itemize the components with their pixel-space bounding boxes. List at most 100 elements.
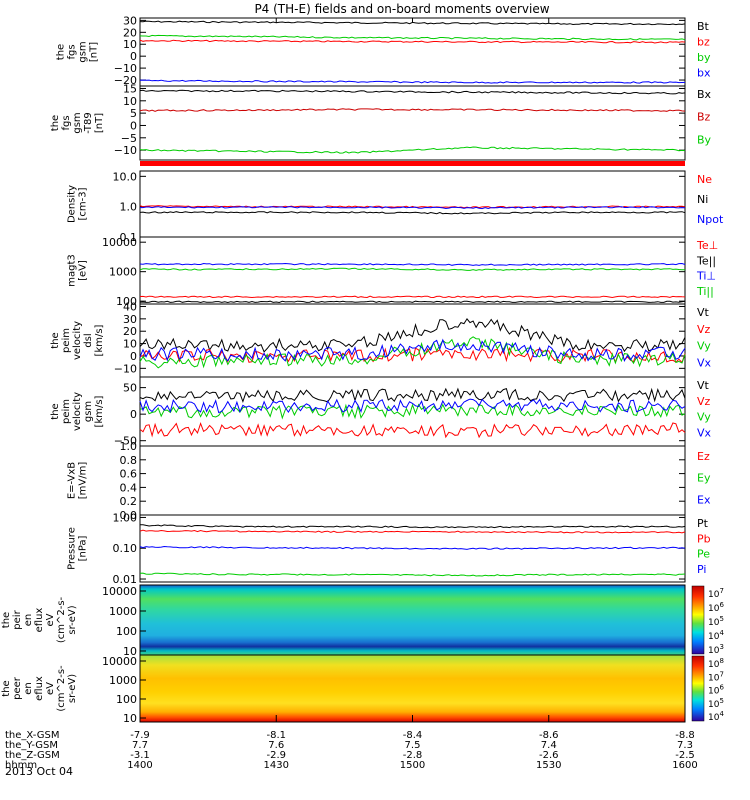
series-line-Pt (139, 524, 686, 529)
y-axis-label: thepeimvelocitygsm[km/s] (50, 392, 105, 431)
chart-title: P4 (TH-E) fields and on-board moments ov… (254, 2, 549, 16)
legend-Vy: Vy (697, 411, 711, 424)
ytick-label: 1000 (109, 605, 137, 618)
x-row-label: the_X-GSM (5, 730, 59, 741)
y-axis-label: thepeirenefluxeV(cm^2-s-sr-eV) (1, 596, 78, 643)
x-row-value: -2.9 (266, 750, 286, 761)
series-line-Pi (139, 545, 686, 550)
x-row-value: -8.4 (403, 730, 423, 741)
ytick-label: 10 (123, 95, 137, 108)
x-row-value: 1430 (264, 760, 289, 771)
legend-Bz: Bz (697, 111, 711, 124)
legend-Pt: Pt (697, 517, 709, 530)
y-axis-label: magt3[eV] (67, 254, 89, 287)
ytick-label: 20 (123, 325, 137, 338)
panel-pressure: 1.00 0.10 0.01 Pressure[nPa] Pt Pb Pe Pi (67, 511, 711, 586)
x-row-value: -8.8 (675, 730, 695, 741)
legend-Ti⊥: Ti⊥ (696, 270, 716, 283)
panel-frame (139, 445, 686, 516)
series-line-Vy (139, 336, 686, 369)
ytick-label: 10000 (102, 236, 137, 249)
separator-red-line (140, 161, 685, 166)
ytick-label: 100 (116, 693, 137, 706)
spectrogram-image (140, 655, 685, 722)
x-row-value: 1400 (127, 760, 152, 771)
ytick-label: 0 (130, 408, 137, 421)
colorbar-tick-label: 106 (708, 601, 724, 614)
x-row-value: 1530 (536, 760, 561, 771)
ytick-label: 0.2 (120, 495, 138, 508)
x-row-value: 7.7 (132, 740, 148, 751)
x-row-value: 7.5 (405, 740, 421, 751)
y-axis-label: thepeimvelocitydsl[km/s] (50, 321, 105, 360)
spectrogram-peer_en_eflux: 10000 1000 100 10 thepeerenefluxeV(cm^2-s-sr… (1, 654, 724, 725)
spectrogram-peir_en_eflux: 10000 1000 100 10 thepeirenefluxeV(cm^2-s-sr… (1, 584, 724, 658)
legend-bx: bx (697, 67, 711, 80)
y-axis-label: thefgsgsm[nT] (56, 41, 100, 62)
series-line-By (139, 146, 686, 154)
ytick-label: 100 (116, 625, 137, 638)
series-line-Pe (139, 572, 686, 577)
ytick-label: 0.01 (113, 573, 138, 586)
ytick-label: 10 (123, 38, 137, 51)
series-line-bx (139, 79, 686, 84)
x-row-value: -8.1 (266, 730, 286, 741)
legend-Vz: Vz (697, 395, 711, 408)
colorbar-tick-label: 106 (708, 684, 724, 697)
ytick-label: 0.4 (120, 481, 138, 494)
legend-Ti||: Ti|| (696, 285, 714, 298)
legend-Npot: Npot (697, 213, 724, 226)
ytick-label: 30 (123, 14, 137, 27)
ytick-label: 1.0 (120, 201, 138, 214)
colorbar-tick-label: 103 (708, 643, 724, 656)
ytick-label: 10000 (102, 585, 137, 598)
y-axis-label: thefgsgsm-T89[nT] (50, 112, 105, 134)
ytick-label: 40 (123, 300, 137, 313)
legend-Ey: Ey (697, 472, 711, 485)
x-row-value: -3.1 (130, 750, 150, 761)
colorbar (691, 655, 705, 722)
legend-By: By (697, 133, 712, 146)
panel-frame (139, 17, 686, 87)
ytick-label: 50 (123, 382, 137, 395)
colorbar-tick-label: 105 (708, 697, 724, 710)
legend-Pi: Pi (697, 563, 706, 576)
legend-Te||: Te|| (696, 254, 716, 267)
y-axis-label: E=-VxB[mV/m] (67, 462, 89, 500)
series-line-Bx (139, 89, 686, 95)
ytick-label: −50 (114, 435, 137, 448)
ytick-label: −5 (121, 132, 137, 145)
series-line-Vy (139, 403, 686, 420)
ytick-label: 0.8 (120, 454, 138, 467)
series-line-Te|| (139, 300, 686, 304)
legend-Vx: Vx (697, 356, 712, 369)
y-axis-label: Density[cm-3] (67, 185, 89, 223)
ytick-label: 5 (130, 107, 137, 120)
legend-Vy: Vy (697, 340, 711, 353)
ytick-label: 0.10 (113, 542, 138, 555)
ytick-label: 0 (130, 119, 137, 132)
panel-peim_velocity_gsm: 50 0 −50 thepeimvelocitygsm[km/s] Vt Vz Vy Vx (50, 376, 712, 448)
panel-magt3: 10000 1000 100 magt3[eV] Te⊥ Te|| Ti⊥ Ti|| (67, 236, 719, 308)
ytick-label: −10 (114, 62, 137, 75)
colorbar-tick-label: 105 (708, 615, 724, 628)
colorbar-tick-label: 107 (708, 587, 724, 600)
panel-frame (139, 303, 686, 378)
series-line-by (139, 34, 686, 41)
ytick-label: −10 (114, 362, 137, 375)
series-line-Ne (139, 205, 686, 209)
legend-Ne: Ne (697, 173, 712, 186)
ytick-label: 1000 (109, 266, 137, 279)
x-row-value: 7.4 (541, 740, 557, 751)
colorbar-tick-label: 104 (708, 629, 724, 642)
ytick-label: 1000 (109, 674, 137, 687)
colorbar-tick-label: 104 (708, 710, 724, 723)
ytick-label: 15 (123, 82, 137, 95)
ytick-label: 0.0 (120, 509, 138, 522)
y-axis-label: thepeerenefluxeV(cm^2-s-sr-eV) (1, 665, 78, 712)
ytick-label: 0 (130, 350, 137, 363)
series-line-Vx (139, 338, 686, 362)
series-line-Te⊥ (139, 295, 686, 299)
